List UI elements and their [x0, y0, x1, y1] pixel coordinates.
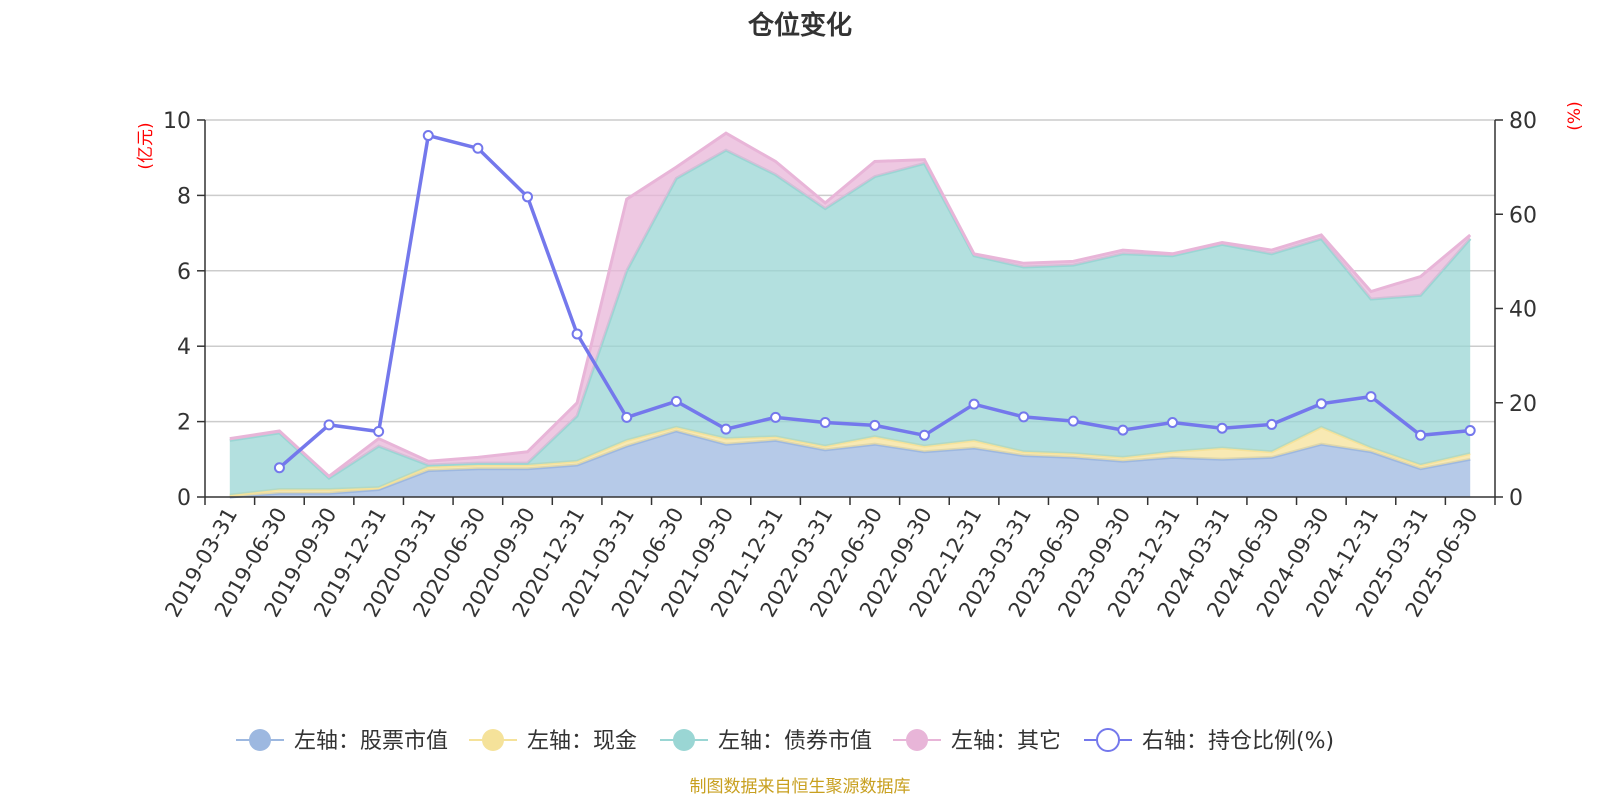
line-point — [918, 429, 930, 441]
y-left-tick-label: 2 — [177, 411, 191, 436]
source-note: 制图数据来自恒生聚源数据库 — [690, 777, 911, 797]
line-point — [1266, 418, 1278, 430]
right-axis-unit: (%) — [1565, 101, 1585, 130]
legend-marker — [673, 729, 695, 751]
y-left-tick-label: 10 — [163, 109, 191, 134]
line-point — [323, 419, 335, 431]
line-point — [1018, 411, 1030, 423]
line-point — [621, 411, 633, 423]
y-left-tick-label: 8 — [177, 184, 191, 209]
legend-item: 左轴：其它 — [893, 729, 1061, 754]
line-point — [472, 142, 484, 154]
line-point — [273, 462, 285, 474]
legend-marker — [1096, 728, 1120, 752]
line-point — [1117, 424, 1129, 436]
line-point — [1216, 422, 1228, 434]
legend-label: 右轴：持仓比例(%) — [1142, 729, 1334, 754]
line-point — [1315, 398, 1327, 410]
line-point — [1067, 415, 1079, 427]
line-point — [522, 191, 533, 203]
legend-item: 左轴：债券市值 — [660, 729, 872, 754]
line-point — [1464, 425, 1476, 437]
line-point — [819, 417, 831, 429]
line-point — [869, 419, 881, 431]
legend-label: 左轴：股票市值 — [294, 729, 448, 754]
line-point — [571, 328, 583, 340]
area-fill-series-0 — [229, 431, 1471, 497]
area-series — [229, 131, 1472, 499]
line-point — [770, 411, 782, 423]
line-point — [422, 130, 434, 142]
line-point — [1415, 429, 1427, 441]
legend-label: 左轴：其它 — [951, 729, 1061, 754]
legend-item: 右轴：持仓比例(%) — [1084, 728, 1334, 754]
legend-item: 左轴：股票市值 — [236, 729, 448, 754]
line-point — [720, 423, 732, 435]
legend-marker — [906, 729, 928, 751]
line-point — [968, 398, 980, 410]
y-right-tick-label: 60 — [1509, 203, 1537, 228]
left-axis-unit: (亿元) — [136, 122, 156, 169]
line-point — [1365, 391, 1377, 403]
chart-title: 仓位变化 — [747, 10, 852, 41]
line-point — [373, 425, 385, 437]
line-series — [273, 130, 1476, 474]
y-right-tick-label: 20 — [1509, 392, 1537, 417]
y-left-tick-label: 4 — [177, 335, 191, 360]
y-right-tick-label: 0 — [1509, 486, 1523, 511]
y-right-tick-label: 80 — [1509, 109, 1537, 134]
legend-label: 左轴：现金 — [527, 729, 637, 754]
legend-marker — [249, 729, 271, 751]
area-edge-series-3 — [229, 131, 1472, 479]
y-left-tick-label: 0 — [177, 486, 191, 511]
legend-marker — [482, 729, 504, 751]
legend: 左轴：股票市值 左轴：现金 左轴：债券市值 左轴：其它 右轴：持仓比例(%) — [236, 728, 1334, 754]
legend-item: 左轴：现金 — [469, 729, 637, 754]
legend-label: 左轴：债券市值 — [718, 729, 872, 754]
area-fill-series-2 — [229, 150, 1471, 496]
y-right-tick-label: 40 — [1509, 298, 1537, 323]
line-point — [1167, 417, 1178, 429]
line-point — [670, 395, 682, 407]
y-left-tick-label: 6 — [177, 260, 191, 285]
